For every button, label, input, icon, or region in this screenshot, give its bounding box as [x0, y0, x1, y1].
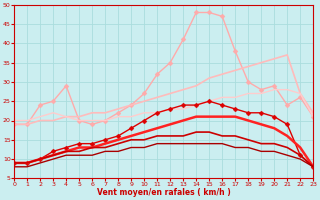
X-axis label: Vent moyen/en rafales ( km/h ): Vent moyen/en rafales ( km/h ) — [97, 188, 230, 197]
